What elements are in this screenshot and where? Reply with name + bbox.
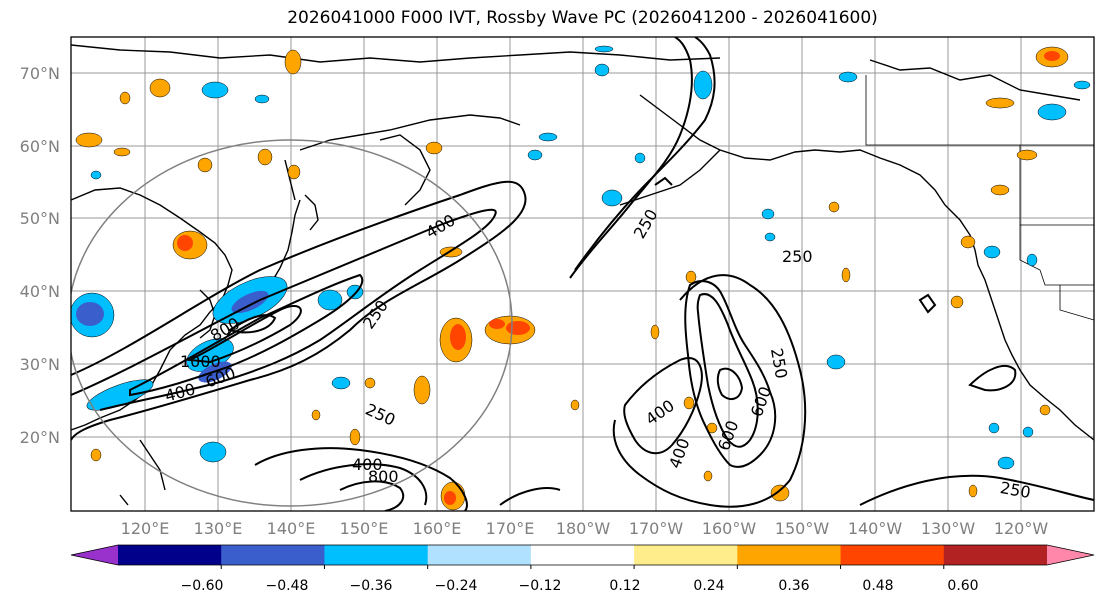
colorbar-tick-label: 0.24 [693, 578, 724, 594]
colorbar-tick-label: 0.48 [862, 578, 893, 594]
colorbar-segment [221, 545, 325, 565]
colorbar-tick-label: −0.36 [350, 578, 393, 594]
colorbar-tick-label: −0.60 [181, 578, 224, 594]
graticule [71, 37, 1094, 511]
lon-label: 140°E [267, 519, 316, 538]
lat-label: 20°N [20, 428, 60, 447]
lat-label: 40°N [20, 282, 60, 301]
colorbar-segment [943, 545, 1048, 565]
rossby-wave-pc-shading [71, 45, 1091, 511]
colorbar [70, 544, 1095, 569]
lat-label: 50°N [20, 209, 60, 228]
colorbar-segment [530, 545, 635, 565]
colorbar-tick-label: −0.48 [266, 578, 309, 594]
colorbar-segment [737, 545, 842, 565]
lat-label: 60°N [20, 137, 60, 156]
colorbar-tick-label: 0.12 [609, 578, 640, 594]
ivt-contours [71, 37, 1094, 511]
svg-text:250: 250 [782, 247, 813, 266]
colorbar-extend-max [1047, 545, 1094, 565]
map-frame [70, 36, 1095, 512]
colorbar-segment [634, 545, 738, 565]
region-circle [71, 139, 513, 507]
lon-label: 180°W [556, 519, 611, 538]
lon-label: 130°W [921, 519, 976, 538]
colorbar-segment [324, 545, 429, 565]
lon-label: 140°W [848, 519, 903, 538]
lat-label: 70°N [20, 64, 60, 83]
longitude-labels: 120°E 130°E 140°E 150°E 160°E 170°E 180°… [121, 519, 1049, 538]
colorbar-tick-labels: −0.60 −0.48 −0.36 −0.24 −0.12 0.12 0.24 … [181, 578, 979, 594]
lon-label: 120°W [994, 519, 1049, 538]
colorbar-segment [840, 545, 945, 565]
colorbar-outline [70, 544, 1095, 566]
colorbar-tick-label: −0.24 [435, 578, 478, 594]
colorbar-segment [427, 545, 532, 565]
colorbar-tick-label: 0.60 [947, 578, 978, 594]
lon-label: 160°W [702, 519, 757, 538]
lon-label: 160°E [413, 519, 462, 538]
colorbar-extend-min [71, 545, 118, 565]
plot-title: 2026041000 F000 IVT, Rossby Wave PC (202… [287, 8, 878, 28]
svg-text:800: 800 [368, 467, 399, 486]
svg-text:400: 400 [352, 455, 383, 474]
lon-label: 130°E [194, 519, 243, 538]
lon-label: 170°E [486, 519, 535, 538]
colorbar-tick-label: 0.36 [778, 578, 809, 594]
latitude-labels: 70°N 60°N 50°N 40°N 30°N 20°N [20, 64, 60, 447]
colorbar-segment [118, 545, 222, 565]
lon-label: 170°W [629, 519, 684, 538]
lat-label: 30°N [20, 355, 60, 374]
political-borders [865, 75, 1094, 321]
lon-label: 150°E [340, 519, 389, 538]
svg-text:1000: 1000 [180, 352, 221, 371]
colorbar-tick-label: −0.12 [519, 578, 562, 594]
lon-label: 150°W [775, 519, 830, 538]
lon-label: 120°E [121, 519, 170, 538]
